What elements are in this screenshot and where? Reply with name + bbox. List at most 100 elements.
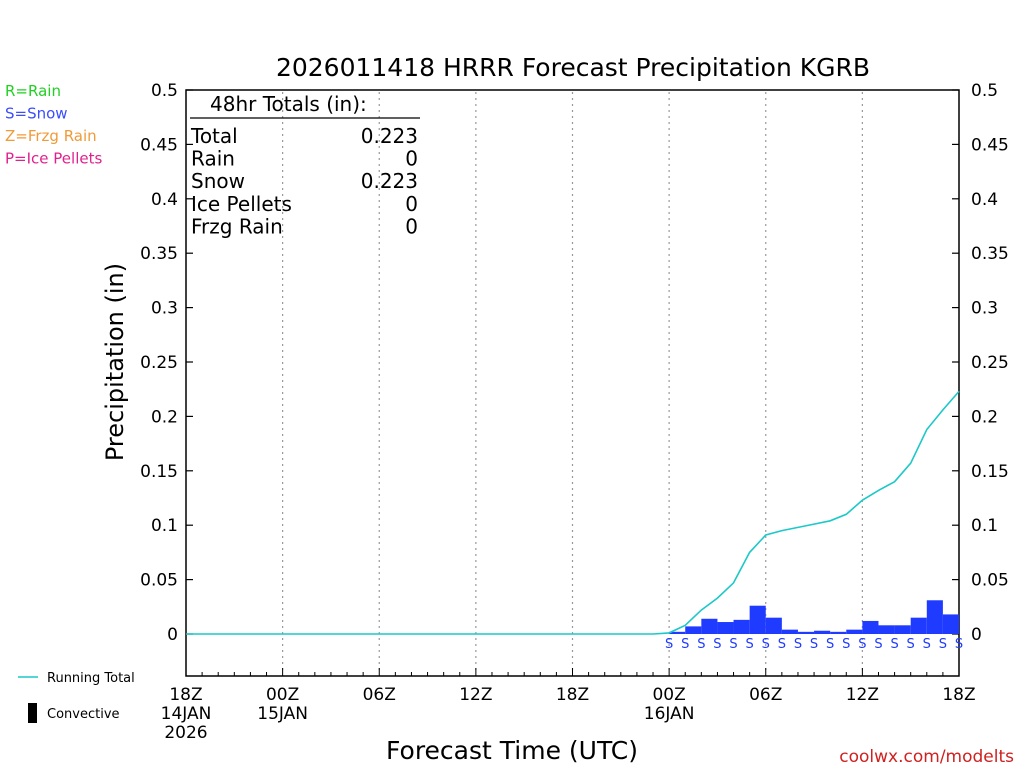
x-tick-label: 15JAN [257, 704, 308, 724]
precip-bar [942, 614, 959, 634]
ptype-mark: S [697, 637, 705, 652]
x-tick-label: 12Z [459, 685, 492, 705]
x-axis-label: Forecast Time (UTC) [386, 736, 638, 765]
precip-bar [765, 617, 782, 634]
precip-bar [894, 625, 911, 634]
x-tick-label: 00Z [652, 685, 685, 705]
y-tick-label: 0.2 [971, 407, 998, 427]
totals-box: 48hr Totals (in): Total 0.223 Rain 0 Snow 0.2… [190, 92, 420, 238]
x-tick-label: 00Z [266, 685, 299, 705]
x-tick-label: 14JAN [161, 704, 212, 724]
y-tick-label: 0.05 [971, 571, 1009, 591]
precip-bar [717, 622, 734, 634]
ptype-mark: S [907, 637, 915, 652]
precip-bar [846, 629, 863, 634]
y-tick-label: 0.5 [151, 81, 178, 101]
ptype-mark: S [713, 637, 721, 652]
vertical-gridlines [282, 92, 863, 674]
y-tick-label: 0 [167, 625, 178, 645]
ptype-mark: S [746, 637, 754, 652]
precip-bar [878, 625, 895, 634]
totals-row-label: Snow [191, 169, 245, 193]
ptype-mark: S [955, 637, 963, 652]
precip-bar [862, 620, 879, 634]
precip-bar [797, 631, 815, 634]
running-total-line [186, 390, 960, 635]
ptype-legend: R=Rain S=Snow Z=Frzg Rain P=Ice Pellets [5, 82, 102, 168]
y-axis-label: Precipitation (in) [101, 263, 129, 461]
totals-row-label: Frzg Rain [191, 214, 283, 238]
y-tick-label: 0.1 [971, 516, 998, 536]
y-tick-label: 0.05 [140, 571, 178, 591]
y-tick-label: 0.4 [971, 190, 998, 210]
y-tick-label: 0.45 [971, 135, 1009, 155]
precip-bar [781, 629, 798, 634]
chart-title: 2026011418 HRRR Forecast Precipitation K… [276, 53, 870, 82]
ptype-mark: S [939, 637, 947, 652]
x-tick-label: 12Z [846, 685, 879, 705]
legend-item: P=Ice Pellets [5, 150, 102, 168]
x-tick-label: 06Z [363, 685, 396, 705]
legend-item: S=Snow [5, 105, 68, 123]
y-tick-label: 0.3 [971, 299, 998, 319]
series-legend: Running Total Convective [18, 671, 135, 723]
hourly-precip-bars [669, 600, 959, 634]
x-tick-label: 2026 [164, 723, 207, 743]
ptype-mark: S [729, 637, 737, 652]
y-tick-label: 0.15 [971, 462, 1009, 482]
totals-row-value: 0.223 [361, 169, 418, 193]
legend-item: Z=Frzg Rain [5, 127, 97, 145]
totals-row-value: 0 [405, 214, 418, 238]
y-tick-label: 0.45 [140, 135, 178, 155]
ptype-mark: S [794, 637, 802, 652]
ptype-mark: S [810, 637, 818, 652]
totals-row-label: Total [190, 124, 238, 148]
x-tick-label: 16JAN [644, 704, 695, 724]
convective-swatch [28, 703, 37, 723]
y-tick-label: 0.2 [151, 407, 178, 427]
ptype-mark: S [858, 637, 866, 652]
ptype-mark: S [762, 637, 770, 652]
legend-item: R=Rain [5, 82, 61, 100]
y-axis-left: 0.5 0.45 0.4 0.35 0.3 0.25 0.2 0.15 0.1 0.05 0 [140, 81, 193, 645]
totals-row-value: 0 [405, 192, 418, 216]
y-tick-label: 0.35 [971, 244, 1009, 264]
precip-bar [749, 605, 766, 634]
y-tick-label: 0 [971, 625, 982, 645]
legend-item: Running Total [47, 671, 135, 686]
x-tick-label: 06Z [749, 685, 782, 705]
precip-bar [830, 631, 847, 634]
precip-bar [669, 631, 686, 634]
totals-heading: 48hr Totals (in): [210, 92, 367, 116]
x-tick-label: 18Z [942, 685, 975, 705]
totals-row-label: Rain [191, 147, 235, 171]
legend-item: Convective [47, 707, 120, 722]
ptype-mark: S [826, 637, 834, 652]
ptype-mark: S [665, 637, 673, 652]
totals-row-label: Ice Pellets [191, 192, 292, 216]
y-tick-label: 0.4 [151, 190, 178, 210]
totals-row-value: 0.223 [361, 124, 418, 148]
totals-row-value: 0 [405, 147, 418, 171]
precip-bar [701, 618, 718, 634]
y-tick-label: 0.3 [151, 299, 178, 319]
x-tick-label: 18Z [169, 685, 202, 705]
y-tick-label: 0.15 [140, 462, 178, 482]
ptype-mark: S [923, 637, 931, 652]
ptype-mark: S [681, 637, 689, 652]
y-axis-right: 0.5 0.45 0.4 0.35 0.3 0.25 0.2 0.15 0.1 0.05 0 [952, 81, 1009, 645]
x-tick-label: 18Z [556, 685, 589, 705]
precip-bar [814, 630, 831, 634]
ptype-mark: S [890, 637, 898, 652]
y-tick-label: 0.25 [140, 353, 178, 373]
precip-bar [733, 619, 750, 634]
y-tick-label: 0.35 [140, 244, 178, 264]
y-tick-label: 0.1 [151, 516, 178, 536]
precip-bar [685, 626, 702, 634]
y-tick-label: 0.25 [971, 353, 1009, 373]
precip-bar [910, 617, 927, 634]
y-tick-label: 0.5 [971, 81, 998, 101]
